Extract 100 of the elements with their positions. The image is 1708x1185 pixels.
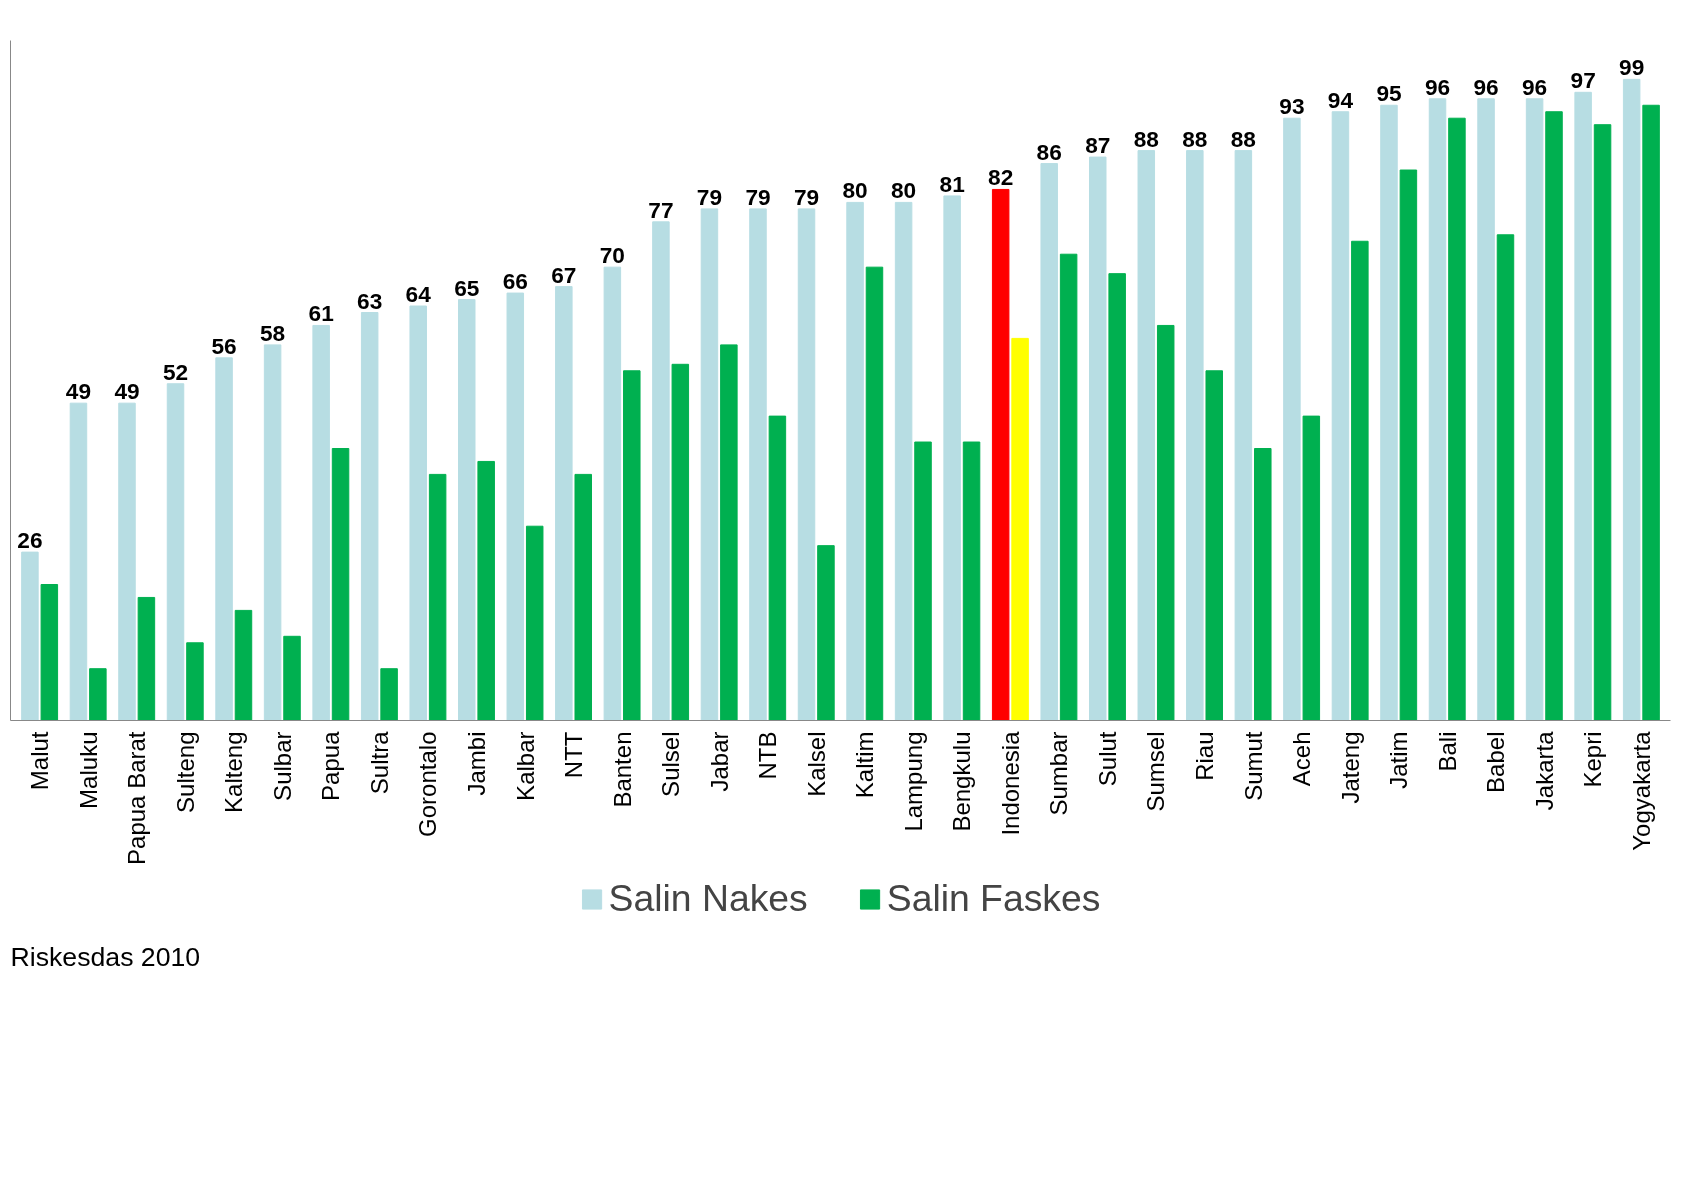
bar xyxy=(118,402,136,721)
bar xyxy=(1593,124,1612,721)
data-label: 66 xyxy=(502,268,528,295)
data-label: 65 xyxy=(454,274,480,301)
bar xyxy=(1380,104,1398,721)
bar xyxy=(768,415,787,721)
data-label: 96 xyxy=(1424,73,1451,100)
bar xyxy=(331,448,350,721)
x-tick-label: Kalbar xyxy=(511,731,539,801)
x-tick-label: Sumbar xyxy=(1045,731,1073,816)
bar xyxy=(166,383,185,721)
bar xyxy=(1428,98,1447,721)
x-tick-label: Babel xyxy=(1482,731,1510,793)
bar xyxy=(1477,98,1495,721)
bar xyxy=(312,324,330,721)
x-tick-label: Kaltim xyxy=(851,731,879,799)
bar xyxy=(1254,448,1272,721)
data-label: 79 xyxy=(745,183,771,210)
data-label: 67 xyxy=(551,261,577,288)
data-label: 63 xyxy=(357,287,383,314)
data-label: 81 xyxy=(939,170,965,197)
bar xyxy=(1108,273,1126,721)
x-tick-label: Aceh xyxy=(1288,731,1316,787)
bar xyxy=(555,286,573,721)
bar xyxy=(506,292,525,721)
bar xyxy=(458,299,476,721)
bar xyxy=(962,441,981,721)
data-label: 58 xyxy=(260,319,286,346)
data-label: 94 xyxy=(1327,86,1354,113)
x-tick-label: Lampung xyxy=(899,731,927,832)
x-tick-label: Jabar xyxy=(705,731,733,792)
bar xyxy=(186,642,204,721)
x-tick-label: Maluku xyxy=(74,731,102,809)
legend-label: Salin Faskes xyxy=(886,877,1101,920)
bar xyxy=(1011,337,1029,721)
bar xyxy=(720,344,738,721)
data-label: 96 xyxy=(1473,73,1499,100)
bar xyxy=(1574,91,1592,721)
x-tick-label: Bali xyxy=(1433,731,1461,772)
x-tick-label: NTT xyxy=(560,731,588,779)
x-tick-label: Sultra xyxy=(365,730,393,795)
data-label: 80 xyxy=(891,177,917,204)
bar xyxy=(234,609,253,721)
bar xyxy=(749,208,767,721)
x-tick-label: Sumut xyxy=(1239,731,1267,801)
x-tick-label: Indonesia xyxy=(996,730,1024,836)
bar xyxy=(797,208,816,721)
bar xyxy=(1525,98,1544,721)
bar xyxy=(89,668,107,721)
bar xyxy=(360,312,379,721)
data-label: 96 xyxy=(1521,73,1548,100)
legend-label: Salin Nakes xyxy=(608,877,808,920)
data-label: 86 xyxy=(1036,138,1062,165)
bar xyxy=(700,208,719,721)
data-label: 88 xyxy=(1133,125,1159,152)
data-label: 56 xyxy=(211,332,237,359)
x-tick-label: Papua xyxy=(317,730,345,801)
x-tick-label: Yogyakarta xyxy=(1627,730,1655,851)
bar xyxy=(1642,104,1660,721)
bar xyxy=(603,266,622,721)
bar xyxy=(1351,240,1369,721)
bar xyxy=(894,201,913,721)
bar xyxy=(1496,234,1515,721)
data-label: 82 xyxy=(988,164,1014,191)
x-tick-label: Riau xyxy=(1191,731,1219,781)
text: Riskesdas 2010 xyxy=(10,942,201,972)
data-label: 52 xyxy=(162,358,189,385)
data-label: 87 xyxy=(1085,132,1111,159)
bar xyxy=(1186,150,1204,721)
bar xyxy=(1622,78,1641,721)
bar xyxy=(1137,150,1156,721)
bar xyxy=(69,402,88,721)
data-label: 79 xyxy=(793,183,820,210)
x-tick-label: Gorontalo xyxy=(414,731,442,837)
bar xyxy=(1059,253,1078,721)
data-label: 99 xyxy=(1619,54,1645,81)
x-tick-label: Kepri xyxy=(1579,731,1607,788)
x-tick-label: Sulbar xyxy=(268,731,296,801)
bar xyxy=(671,363,690,721)
bar xyxy=(817,545,835,721)
x-tick-label: Kalteng xyxy=(220,731,248,813)
x-tick-label: Jateng xyxy=(1336,731,1364,804)
x-tick-label: Papua Barat xyxy=(123,731,151,865)
x-tick-label: Sulsel xyxy=(657,731,685,797)
data-label: 77 xyxy=(648,196,674,223)
bar xyxy=(623,370,641,721)
x-tick-label: Kalsel xyxy=(802,731,830,797)
x-tick-label: Jakarta xyxy=(1530,730,1558,811)
data-label: 49 xyxy=(114,378,140,405)
bar xyxy=(991,188,1010,721)
bar xyxy=(1545,111,1563,721)
bar xyxy=(283,635,301,721)
bar xyxy=(525,525,544,721)
x-tick-label: Bengkulu xyxy=(948,731,976,832)
x-tick-label: Sumsel xyxy=(1142,731,1170,812)
data-label: 49 xyxy=(65,378,92,405)
bar xyxy=(1205,370,1223,721)
data-label: 26 xyxy=(17,527,43,554)
bar xyxy=(865,266,884,721)
data-label: 79 xyxy=(696,183,723,210)
